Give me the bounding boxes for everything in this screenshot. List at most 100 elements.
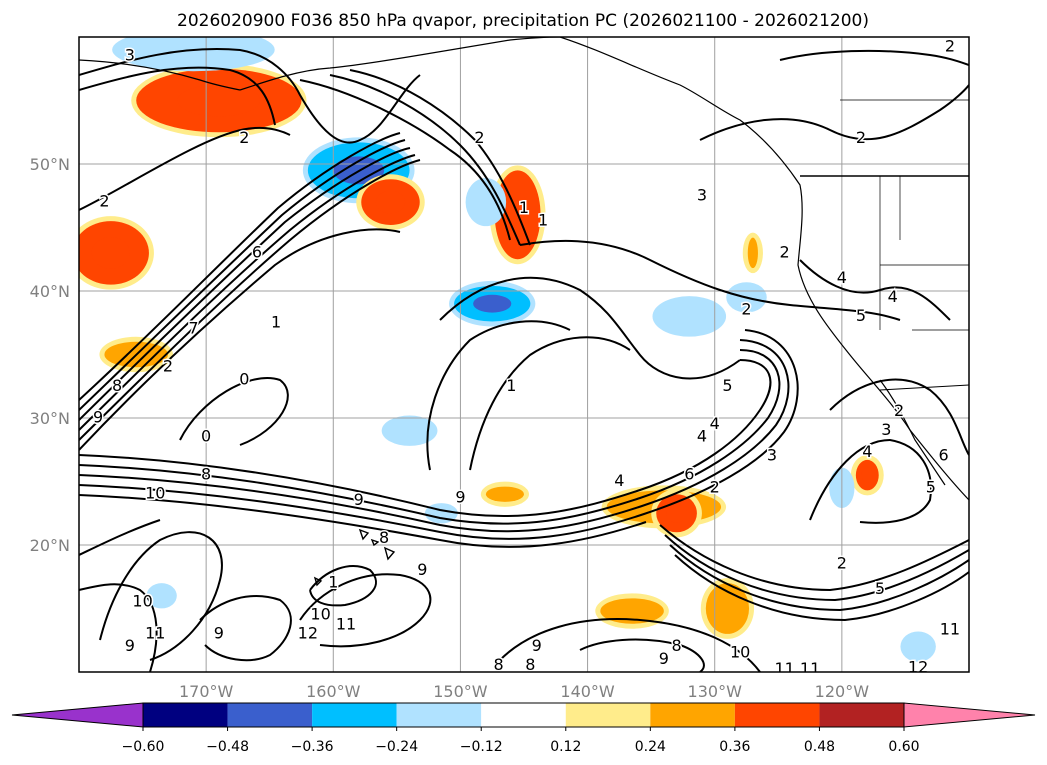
colorbar-tick-label: 0.48: [804, 739, 835, 755]
contour-line: [79, 66, 276, 126]
contour-line: [829, 378, 969, 456]
contour-label: 2: [837, 554, 847, 573]
lat-tick-label: 50°N: [30, 155, 70, 174]
contour-line: [79, 48, 421, 144]
contour-label: 5: [722, 376, 732, 395]
colorbar-tick-label: −0.48: [206, 739, 249, 755]
colorbar-segment: [819, 703, 904, 727]
contour-label: 5: [856, 306, 866, 325]
contour-label: 7: [188, 319, 198, 338]
contour-label: 0: [201, 427, 211, 446]
contour-label: 5: [875, 579, 885, 598]
contour-label: 2: [474, 128, 484, 147]
colorbar-segment: [734, 703, 820, 727]
colorbar-extend-low: [11, 702, 144, 728]
contour-label: 10: [145, 484, 165, 503]
colorbar-extend-high: [903, 702, 1036, 728]
alaska-coastline: [239, 37, 561, 91]
contour-label: 2: [780, 242, 790, 261]
contour-label: 4: [614, 471, 624, 490]
lat-tick-label: 20°N: [30, 536, 70, 555]
precip-core: [473, 294, 512, 313]
contour-label: 9: [659, 649, 669, 668]
contour-label: 9: [354, 490, 364, 509]
lon-tick-label: 140°W: [560, 682, 615, 701]
contour-label: 1: [328, 573, 338, 592]
precip-cell: [657, 301, 722, 332]
contour-label: 10: [132, 592, 152, 611]
contour-line: [664, 534, 969, 602]
state-borders: [840, 99, 969, 331]
contour-label: 2: [741, 300, 751, 319]
aleutian-chain: [79, 59, 241, 91]
colorbar-segment: [481, 703, 566, 727]
coastlines: [79, 37, 969, 592]
contour-line: [699, 84, 969, 141]
contour-line: [79, 132, 401, 401]
contour-line: [779, 49, 969, 66]
qvapor-contours: [79, 48, 969, 672]
contour-line: [79, 349, 781, 525]
contour-label: 4: [888, 287, 898, 306]
contour-line: [426, 320, 571, 471]
contour-label: 1: [506, 376, 516, 395]
contour-label: 8: [671, 636, 681, 655]
colorbar-tick-label: 0.36: [719, 739, 750, 755]
contour-label: 8: [493, 655, 503, 674]
contour-label: 11: [940, 620, 960, 639]
contour-label: 12: [908, 658, 928, 677]
contour-label: 8: [201, 465, 211, 484]
precip-cell: [905, 636, 931, 657]
colorbar-tick-label: −0.24: [375, 739, 418, 755]
contour-label: 5: [926, 477, 936, 496]
contour-label: 9: [93, 408, 103, 427]
contour-label: 9: [417, 560, 427, 579]
contour-label: 6: [684, 465, 694, 484]
lat-tick-label: 40°N: [30, 282, 70, 301]
precip-core: [375, 190, 406, 214]
contour-label: 9: [455, 488, 465, 507]
contour-line: [579, 638, 705, 672]
contour-label: 1: [519, 198, 529, 217]
contour-label: 0: [239, 369, 249, 388]
contour-label: 10: [310, 604, 330, 623]
contour-label: 2: [163, 357, 173, 376]
colorbar-segment: [396, 703, 482, 727]
contour-label: 11: [800, 659, 820, 678]
contour-line: [79, 159, 421, 441]
contour-line: [349, 69, 531, 246]
contour-label: 3: [881, 420, 891, 439]
contour-label: 6: [252, 242, 262, 261]
contour-label: 4: [697, 427, 707, 446]
colorbar-segment: [143, 703, 228, 727]
colorbar-segment: [650, 703, 735, 727]
contour-label: 3: [767, 446, 777, 465]
colorbar-tick-label: −0.12: [460, 739, 503, 755]
lon-tick-label: 150°W: [433, 682, 488, 701]
lon-tick-label: 160°W: [306, 682, 361, 701]
contour-label: 2: [856, 128, 866, 147]
contour-line: [79, 139, 406, 411]
contour-line: [79, 583, 158, 672]
precip-cell: [485, 486, 524, 502]
precip-core: [177, 84, 261, 117]
contour-label: 9: [125, 636, 135, 655]
contour-line: [179, 377, 289, 446]
colorbar-segment: [227, 703, 313, 727]
precip-core: [91, 237, 130, 269]
contour-line: [499, 618, 761, 672]
contour-label: 12: [298, 623, 318, 642]
contour-label: 8: [525, 655, 535, 674]
lat-tick-label: 30°N: [30, 409, 70, 428]
gridlines: [79, 37, 969, 672]
contour-line: [674, 554, 969, 622]
precip-cell: [386, 420, 433, 441]
contour-label: 10: [730, 642, 750, 661]
contour-line: [79, 154, 416, 431]
colorbar-tick-label: 0.12: [550, 739, 581, 755]
axis-ticks: 20°N 30°N 40°N 50°N 170°W 160°W 150°W 140°W 130°…: [30, 155, 870, 701]
contour-label: 1: [271, 312, 281, 331]
contour-label: 1: [538, 211, 548, 230]
